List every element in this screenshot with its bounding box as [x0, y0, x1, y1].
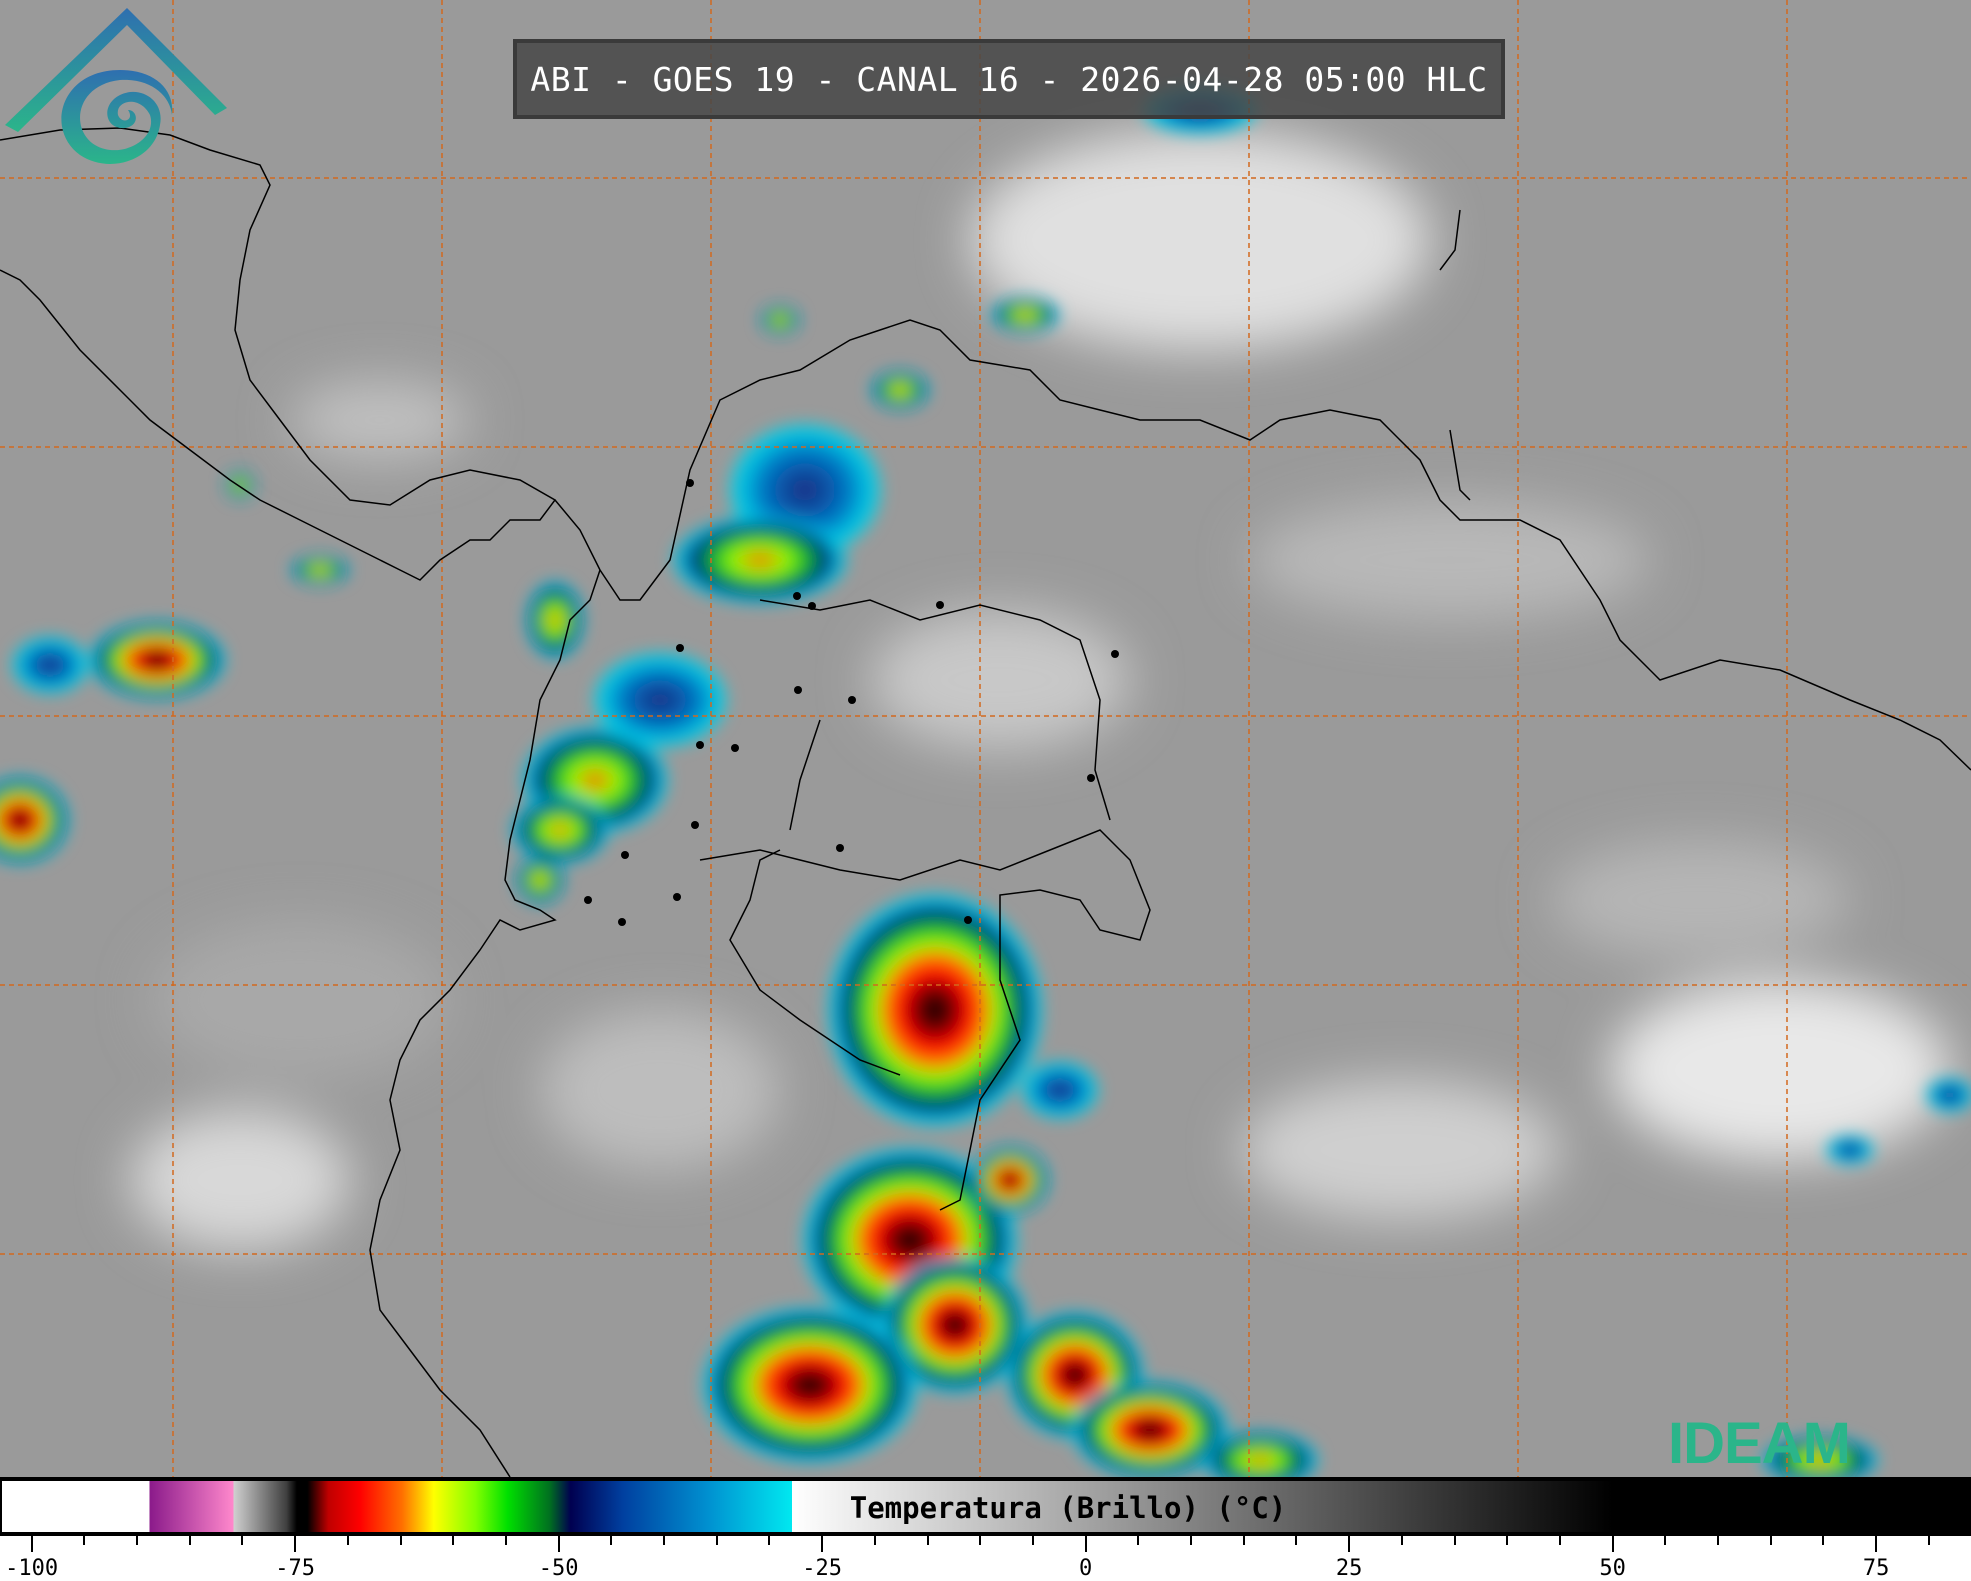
- major-tick: [30, 1536, 33, 1552]
- minor-tick: [1822, 1536, 1825, 1545]
- minor-tick: [83, 1536, 86, 1545]
- colorbar-gradient: [2, 1481, 1971, 1532]
- minor-tick: [346, 1536, 349, 1545]
- minor-tick: [452, 1536, 455, 1545]
- tick-label: -25: [802, 1556, 842, 1581]
- satellite-imagery: [0, 0, 1971, 1477]
- major-tick: [1611, 1536, 1614, 1552]
- tick-label: -75: [275, 1556, 315, 1581]
- tick-label: 50: [1599, 1556, 1626, 1581]
- tick-label: 0: [1079, 1556, 1093, 1581]
- colorbar-label: Temperatura (Brillo) (°C): [849, 1491, 1287, 1525]
- convective-cells: [0, 85, 1971, 1477]
- minor-tick: [715, 1536, 718, 1545]
- major-tick: [821, 1536, 824, 1552]
- tick-label: -50: [538, 1556, 579, 1581]
- title-banner: ABI - GOES 19 - CANAL 16 - 2026-04-28 05…: [513, 39, 1505, 119]
- major-tick: [1875, 1536, 1878, 1552]
- major-tick: [557, 1536, 560, 1552]
- minor-tick: [768, 1536, 771, 1545]
- minor-tick: [1295, 1536, 1298, 1545]
- major-tick: [1348, 1536, 1351, 1552]
- minor-tick: [1031, 1536, 1034, 1545]
- major-tick: [294, 1536, 297, 1552]
- colorbar-axis: -100 -75 -50 -25 0 25 50 75: [0, 1536, 1971, 1581]
- minor-tick: [979, 1536, 982, 1545]
- city-markers: [584, 479, 1119, 926]
- minor-tick: [1506, 1536, 1509, 1545]
- minor-tick: [1927, 1536, 1930, 1545]
- minor-tick: [188, 1536, 191, 1545]
- tick-label: -100: [5, 1556, 59, 1581]
- cirrus-clouds: [130, 130, 1950, 1250]
- minor-tick: [1137, 1536, 1140, 1545]
- logo-text: IDEAM: [1668, 1411, 1851, 1476]
- map-title: ABI - GOES 19 - CANAL 16 - 2026-04-28 05…: [530, 59, 1488, 99]
- minor-tick: [1664, 1536, 1667, 1545]
- tick-label: 25: [1335, 1556, 1363, 1581]
- minor-tick: [610, 1536, 613, 1545]
- minor-tick: [504, 1536, 507, 1545]
- gridlines: [0, 0, 1971, 1477]
- minor-tick: [241, 1536, 244, 1545]
- ideam-logo-icon: [5, 8, 227, 164]
- minor-tick: [1242, 1536, 1245, 1545]
- satellite-map[interactable]: ABI - GOES 19 - CANAL 16 - 2026-04-28 05…: [0, 0, 1971, 1477]
- colorbar: Temperatura (Brillo) (°C): [0, 1477, 1971, 1536]
- minor-tick: [1717, 1536, 1720, 1545]
- minor-tick: [136, 1536, 139, 1545]
- minor-tick: [663, 1536, 666, 1545]
- minor-tick: [399, 1536, 402, 1545]
- minor-tick: [1453, 1536, 1456, 1545]
- minor-tick: [1769, 1536, 1772, 1545]
- tick-label: 75: [1862, 1556, 1890, 1581]
- minor-tick: [873, 1536, 876, 1545]
- minor-tick: [1400, 1536, 1403, 1545]
- major-tick: [1084, 1536, 1087, 1552]
- minor-tick: [926, 1536, 929, 1545]
- coastlines: [0, 127, 1971, 1477]
- minor-tick: [1558, 1536, 1561, 1545]
- minor-tick: [1190, 1536, 1193, 1545]
